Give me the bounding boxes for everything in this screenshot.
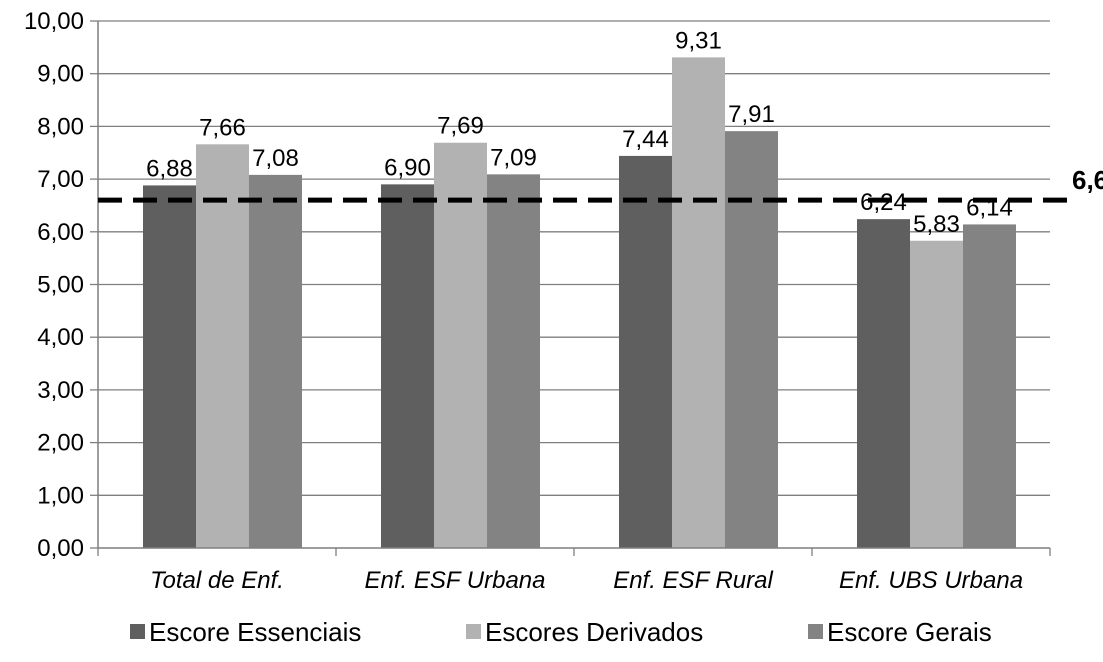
legend-label: Escore Essenciais [149,617,361,647]
data-label: 9,31 [675,27,722,54]
data-label: 7,44 [622,126,669,153]
y-tick-label: 5,00 [37,272,84,299]
data-label: 7,91 [728,101,775,128]
legend-swatch [466,624,481,639]
legend-label: Escore Gerais [827,617,992,647]
bar-derivados [910,240,963,548]
legend: Escore Essenciais Escores Derivados Escore… [130,617,992,647]
bar-essenciais [857,219,910,549]
legend-label: Escores Derivados [485,617,703,647]
data-label: 7,09 [490,144,537,171]
data-label: 5,83 [913,211,960,238]
bar-gerais [249,174,302,548]
bar-derivados [434,142,487,548]
bar-gerais [725,131,778,548]
y-tick-label: 8,00 [37,113,84,140]
x-axis-ticks: Total de Enf. Enf. ESF Urbana Enf. ESF Rur… [150,567,1023,594]
bar-essenciais [143,185,196,548]
bars [143,57,1016,549]
bar-essenciais [381,184,434,548]
y-tick-label: 2,00 [37,430,84,457]
y-tick-label: 9,00 [37,61,84,88]
legend-swatch [130,624,145,639]
data-label: 6,90 [384,154,431,181]
data-label: 6,88 [146,155,193,182]
y-axis-ticks: 0,00 1,00 2,00 3,00 4,00 5,00 6,00 7,00 8,00 9,00… [24,8,84,562]
bar-derivados [672,57,725,548]
data-labels: 6,887,667,086,907,697,097,449,317,916,24… [146,27,1013,237]
y-tick-label: 0,00 [37,535,84,562]
x-tick-label: Enf. UBS Urbana [839,567,1023,594]
reference-line-group: 6,6 [98,165,1103,203]
y-tick-label: 1,00 [37,482,84,509]
bar-essenciais [619,155,672,549]
axes [90,20,1051,556]
x-tick-label: Enf. ESF Urbana [365,567,546,594]
data-label: 7,66 [199,114,246,141]
legend-swatch [808,624,823,639]
x-tick-label: Enf. ESF Rural [613,567,773,594]
reference-line-label: 6,6 [1072,165,1103,195]
data-label: 7,69 [437,113,484,140]
y-tick-label: 6,00 [37,219,84,246]
y-tick-label: 10,00 [24,8,84,35]
y-tick-label: 4,00 [37,324,84,351]
y-tick-label: 3,00 [37,377,84,404]
bar-gerais [487,174,540,548]
y-tick-label: 7,00 [37,166,84,193]
x-tick-label: Total de Enf. [150,567,284,594]
bar-gerais [963,224,1016,548]
data-label: 7,08 [252,145,299,172]
bar-derivados [196,144,249,548]
